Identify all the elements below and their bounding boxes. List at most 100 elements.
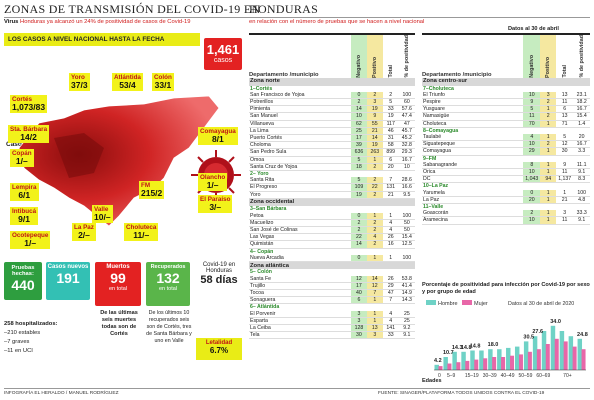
map-label-value: 1/– — [206, 180, 219, 190]
map-label-value: 1/– — [24, 238, 37, 248]
map-panel: LOS CASOS A NIVEL NACIONAL HASTA LA FECH… — [4, 33, 244, 271]
table-row: Pimienta 14 19 33 57.6 — [249, 105, 415, 113]
age-sex-chart: Hombre Mujer Datos al 30 de abril de 2020 4… — [422, 300, 588, 384]
table-row: Puerto Cortés 17 14 31 45.2 — [249, 134, 415, 142]
dept-row: 7–Choluteca — [423, 85, 454, 92]
map-label-yoro: Yoro 37/3 — [69, 73, 90, 91]
map-label-name: Yoro — [71, 74, 85, 81]
map-label-name: Sta. Bárbara — [10, 126, 48, 133]
bar-mujer — [474, 359, 479, 370]
data-label: 27.6 — [532, 329, 543, 335]
dept-row: 6– Atlántida — [250, 304, 280, 311]
map-label-name: Comayagua — [200, 128, 236, 135]
table-row: Namasigüe 11 2 13 15.4 — [422, 112, 590, 121]
map-label-valle: Valle 10/– — [92, 205, 113, 223]
bar-mujer — [527, 351, 532, 370]
bar-hombre — [523, 341, 529, 370]
map-label-value: 53/4 — [119, 80, 136, 90]
map-label-atl-ntida: Atlántida 53/4 — [112, 73, 143, 91]
data-label: 14.3 — [452, 345, 463, 351]
map-label-value: 215/2 — [141, 188, 163, 198]
table-row: Omoa 5 1 6 16.7 — [249, 156, 415, 164]
table-row: Macuelizo 2 2 4 50 — [249, 219, 415, 227]
footer-credit: INFOGRAFÍA EL HERALDO / MANUEL RODRÍGUEZ — [4, 391, 119, 396]
right-data-table: Departamento /municipio Negativo Positivo T… — [422, 33, 590, 225]
map-label-sta-b-rbara: Sta. Bárbara 14/2 — [8, 125, 50, 143]
bar-hombre — [550, 325, 556, 370]
table-row: Nueva Arcadia 0 1 1 100 — [249, 254, 415, 262]
dept-row: 10–La Paz — [423, 183, 449, 190]
map-label-value: 11/– — [133, 230, 150, 240]
bar-hombre — [479, 350, 484, 370]
recuperados-box: Recuperados 132 en total — [146, 262, 190, 306]
tick-label: 40–49 — [501, 373, 515, 379]
x-axis-label: Edades — [422, 378, 442, 384]
bar-hombre — [488, 349, 493, 370]
footer-source: FUENTE: SINAGER/PLATAFORMA TODOS UNIDOS … — [378, 391, 545, 396]
dept-row: 2– Yoro — [250, 170, 269, 177]
data-label: 24.8 — [577, 332, 588, 338]
col-header-neg: Negativo — [523, 34, 541, 78]
table-row: El Progreso 109 22 131 16.6 — [249, 183, 415, 192]
map-label-el-para-so: El Paraíso 3/– — [198, 195, 233, 213]
bar-hombre — [559, 331, 565, 370]
map-label-name: La Paz — [74, 224, 94, 231]
right-title: HONDURAS — [249, 2, 319, 16]
table-row: Sonaguera 6 1 7 14.3 — [249, 296, 415, 304]
map-label-name: Olancho — [200, 174, 226, 181]
map-label-name: Valle — [94, 206, 109, 213]
map-label-value: 14/2 — [20, 132, 37, 142]
map-label-cop-n: Copán 1/– — [10, 149, 34, 167]
map-label-name: Lempira — [12, 184, 37, 191]
table-row: San José de Colinas 2 2 4 50 — [249, 226, 415, 234]
map-label-value: 6/1 — [18, 190, 31, 200]
bar-hombre — [514, 346, 520, 370]
bar-mujer — [563, 341, 568, 370]
bar-mujer — [438, 366, 443, 370]
table-row: Yarumela 0 1 1 100 — [422, 189, 590, 197]
col-header-dept: Departamento /municipio — [422, 71, 492, 78]
zone-row: Zona atlántica — [249, 261, 415, 270]
map-label-value: 9/1 — [18, 214, 30, 224]
table-row: Trujillo 17 12 29 41.4 — [249, 282, 415, 290]
table-row: Yusguare 5 1 6 16.7 — [422, 105, 590, 113]
bar-hombre — [461, 351, 466, 370]
table-row: La Ceiba 128 13 141 9.2 — [249, 324, 415, 332]
table-row: Goascorán 2 1 3 33.3 — [422, 210, 590, 217]
chart-title: Porcentaje de positividad para infección… — [422, 282, 590, 295]
table-row: Yoro 19 2 21 9.5 — [249, 191, 415, 199]
table-row: Aramecina 10 1 11 9.1 — [422, 216, 590, 225]
map-label-cort-s: Cortés 1,073/83 — [10, 95, 48, 113]
map-title: LOS CASOS A NIVEL NACIONAL HASTA LA FECH… — [4, 33, 200, 46]
muertos-box: Muertos 99 en total — [95, 262, 141, 306]
dept-row: 9–FM — [423, 155, 437, 162]
table-row: Pespire 9 2 11 18.2 — [422, 98, 590, 106]
data-label: 34.0 — [550, 319, 561, 325]
tick-label: 15–19 — [465, 373, 479, 379]
map-label-value: 2/– — [78, 230, 90, 240]
data-label: 4.2 — [434, 358, 442, 364]
map-label-name: El Paraíso — [200, 196, 231, 203]
table-row: Choluteca 70 1 71 1.4 — [422, 120, 590, 128]
table-row: Santa Rita 5 2 7 28.6 — [249, 177, 415, 184]
bar-hombre — [434, 364, 439, 370]
map-label-olancho: Olancho 1/– — [198, 173, 228, 191]
table-row: Petoa 0 1 1 100 — [249, 212, 415, 220]
bar-mujer — [536, 349, 541, 370]
map-label-value: 33/1 — [154, 80, 172, 90]
nuevos-box: Casos nuevos 191 — [46, 262, 90, 300]
map-label-value: 10/– — [94, 212, 111, 222]
table-row: Tela 30 3 33 9.1 — [249, 331, 415, 339]
hospital-info: 258 hospitalizados: –210 estables –7 grav… — [4, 321, 58, 354]
chart-date-note: Datos al 30 de abril de 2020 — [508, 301, 574, 307]
bar-mujer — [492, 357, 497, 370]
map-label-value: 37/3 — [71, 80, 88, 90]
map-label-name: Copán — [12, 150, 32, 157]
table-row: Sabanagrande 8 1 9 11.1 — [422, 161, 590, 169]
note-muertos: De las últimas seis muertes todas son de… — [100, 310, 138, 337]
table-row: Quimistán 14 2 16 12.5 — [249, 240, 415, 249]
bar-mujer — [483, 358, 488, 370]
table-row: Choloma 39 19 58 32.8 — [249, 141, 415, 149]
table-row: Potrerillos 2 3 5 60 — [249, 98, 415, 106]
bar-mujer — [447, 363, 452, 370]
